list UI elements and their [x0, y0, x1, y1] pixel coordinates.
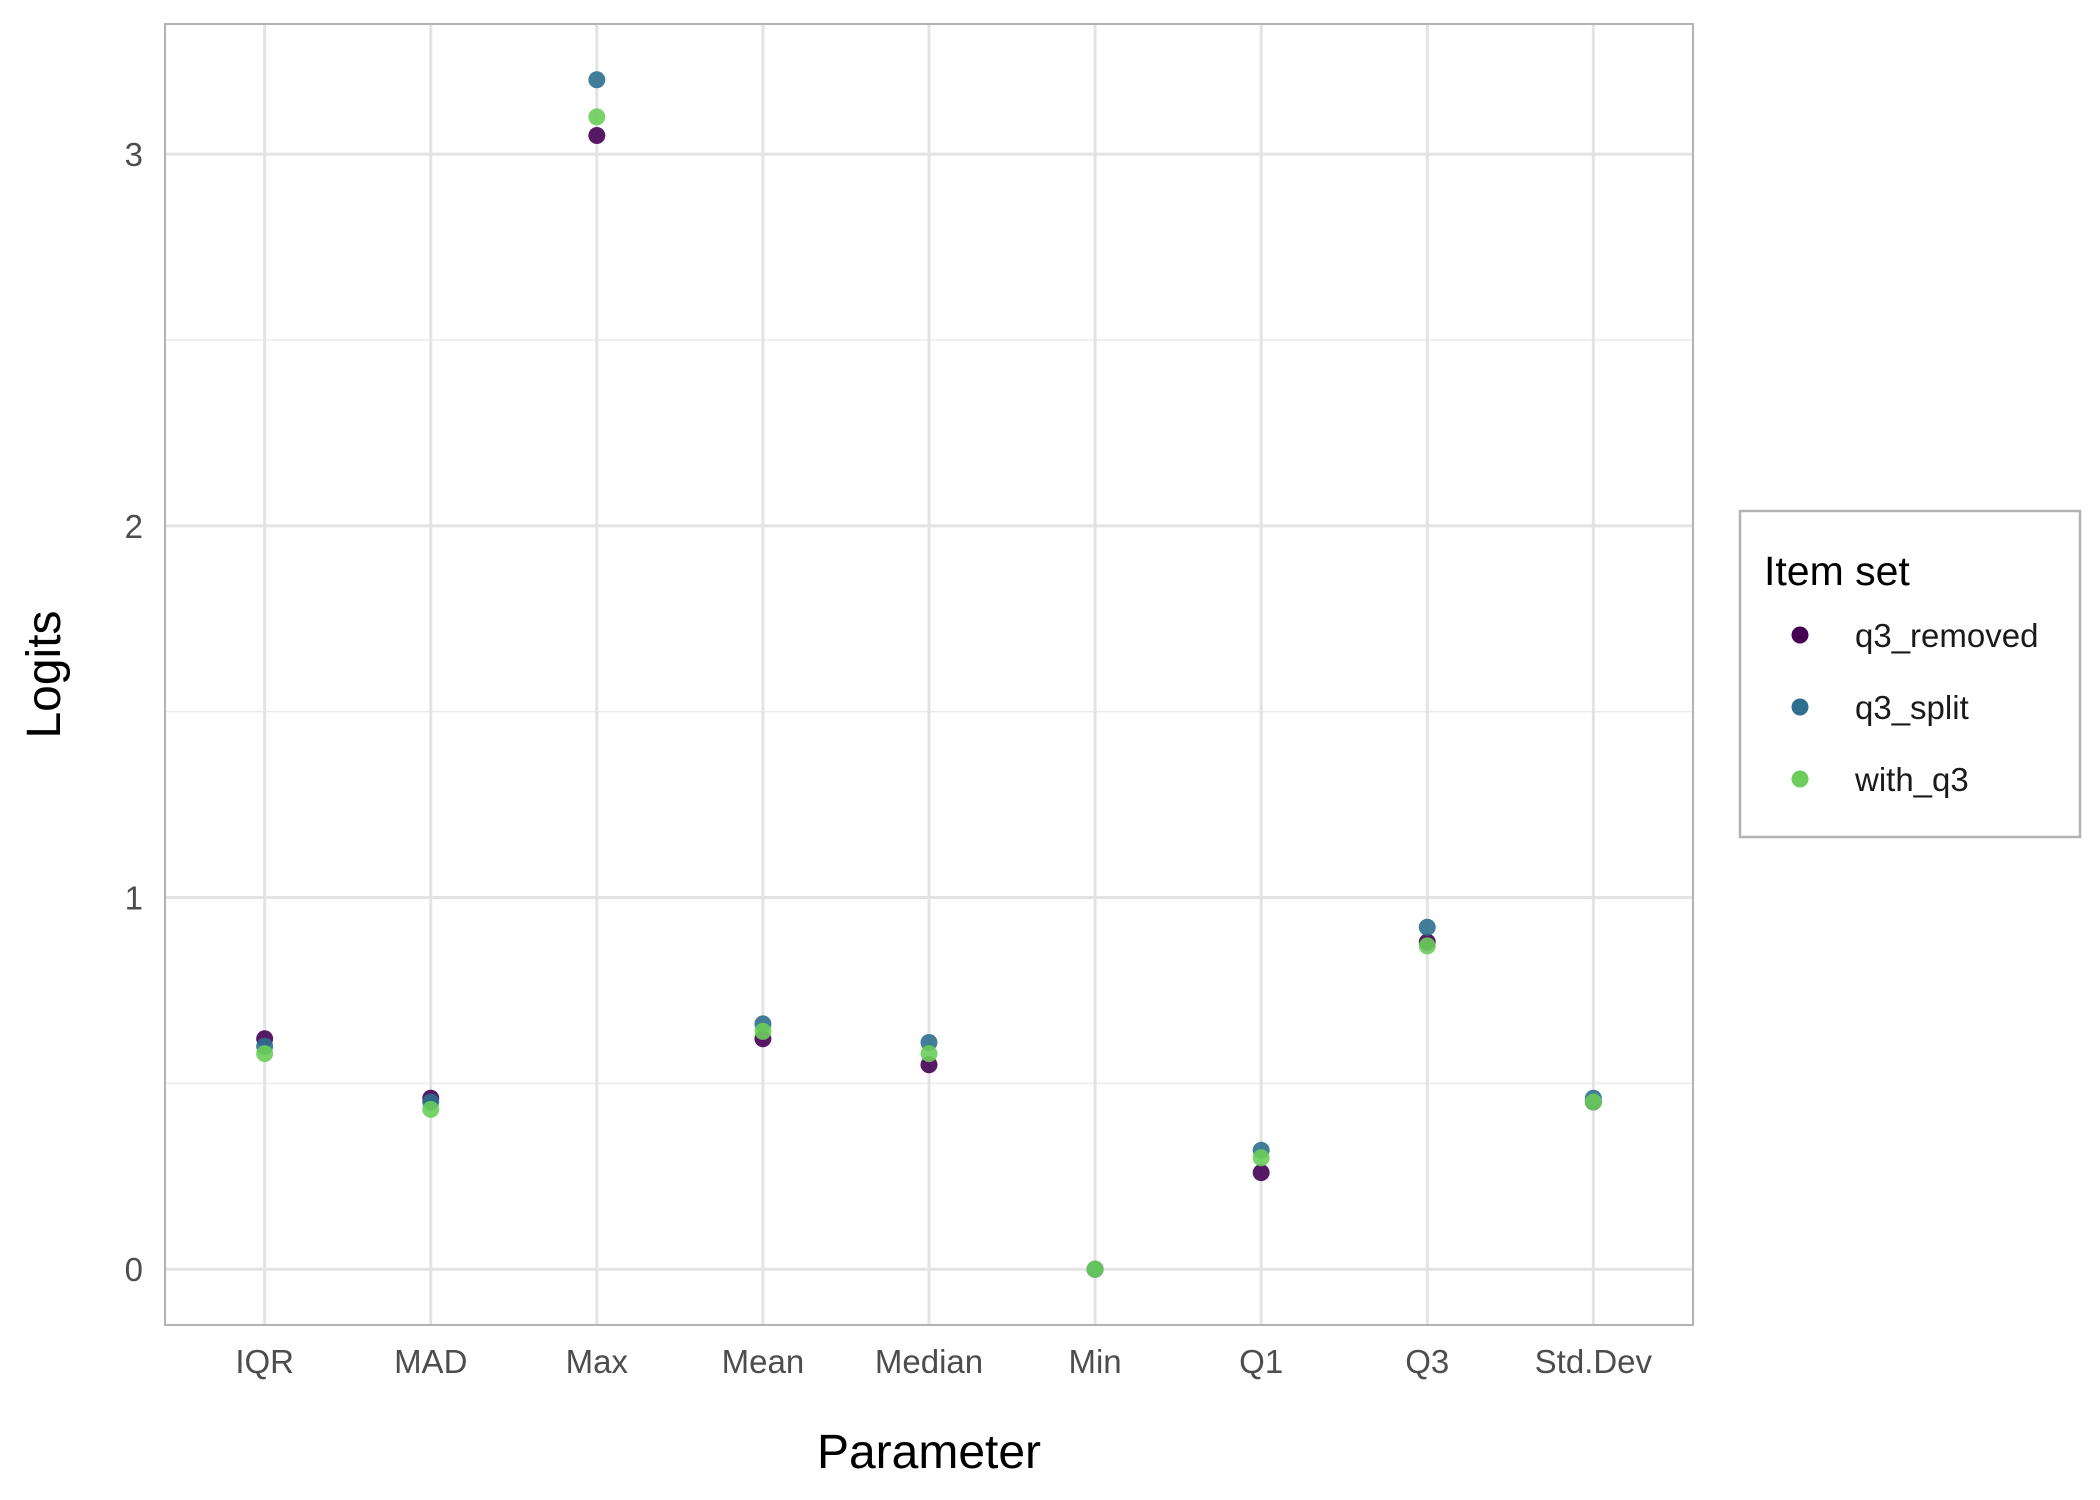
y-tick-label: 2: [125, 508, 143, 545]
data-points: [256, 71, 1602, 1278]
x-tick-label: Mean: [722, 1343, 805, 1380]
data-point-q3_removed: [588, 127, 606, 145]
data-point-q3_split: [1418, 918, 1436, 936]
x-tick-label: IQR: [235, 1343, 294, 1380]
y-axis-title: Logits: [18, 610, 71, 738]
x-tick-label: Median: [875, 1343, 983, 1380]
data-point-with_q3: [1584, 1093, 1602, 1111]
x-tick-label: Max: [566, 1343, 629, 1380]
data-point-with_q3: [920, 1045, 938, 1063]
data-point-q3_removed: [1252, 1164, 1270, 1182]
legend: Item set q3_removed q3_split with_q3: [1738, 509, 2082, 839]
legend-label-with_q3: with_q3: [1854, 761, 1969, 798]
data-point-with_q3: [1418, 937, 1436, 955]
data-point-with_q3: [588, 108, 606, 126]
legend-key-with_q3: [1791, 770, 1809, 788]
plot-panel: [164, 23, 1694, 1326]
x-tick-label: Min: [1068, 1343, 1121, 1380]
x-tick-label: Std.Dev: [1535, 1343, 1653, 1380]
y-tick-label: 1: [125, 880, 143, 917]
x-axis-ticks: IQR MAD Max Mean Median Min Q1 Q3 Std.Dev: [235, 1343, 1652, 1380]
data-point-with_q3: [1086, 1260, 1104, 1278]
legend-key-q3_split: [1791, 698, 1809, 716]
legend-label-q3_removed: q3_removed: [1855, 617, 2038, 654]
y-tick-label: 0: [125, 1251, 143, 1288]
y-axis-ticks: 0 1 2 3: [125, 136, 143, 1288]
data-point-with_q3: [422, 1100, 440, 1118]
x-axis-title: Parameter: [817, 1426, 1041, 1479]
x-tick-label: MAD: [394, 1343, 467, 1380]
legend-label-q3_split: q3_split: [1855, 689, 1969, 726]
grid: [165, 24, 1693, 1325]
legend-items: q3_removed q3_split with_q3: [1791, 617, 2038, 798]
data-point-with_q3: [256, 1045, 274, 1063]
legend-key-q3_removed: [1791, 626, 1809, 644]
data-point-q3_split: [588, 71, 606, 89]
data-point-with_q3: [1252, 1149, 1270, 1167]
x-tick-label: Q1: [1239, 1343, 1283, 1380]
y-tick-label: 3: [125, 136, 143, 173]
data-point-with_q3: [754, 1022, 772, 1040]
legend-title: Item set: [1764, 548, 1910, 594]
x-tick-label: Q3: [1405, 1343, 1449, 1380]
